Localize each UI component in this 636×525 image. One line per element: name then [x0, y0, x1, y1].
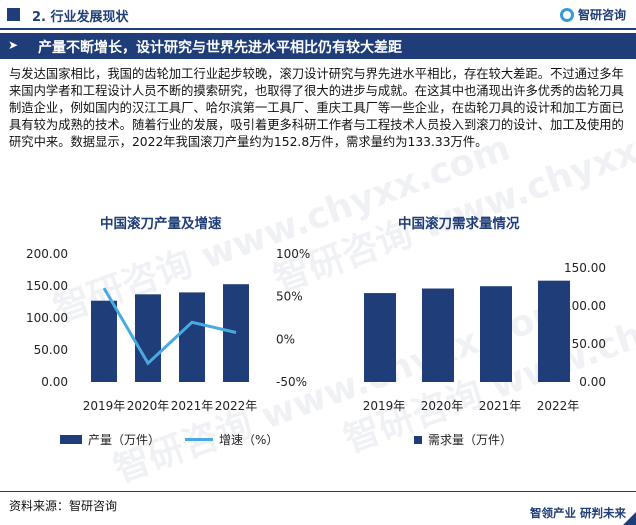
x-tick-label: 2019年	[83, 399, 126, 413]
brand-logo: 智研咨询	[559, 6, 626, 23]
x-tick-label: 2022年	[215, 399, 258, 413]
data-source: 资料来源：智研咨询	[9, 499, 118, 513]
arrow-icon: ➤	[8, 38, 19, 52]
y-right-tick-label: 100%	[276, 247, 310, 261]
section-marker-icon	[7, 8, 20, 21]
body-paragraph: 与发达国家相比，我国的齿轮加工行业起步较晚，滚刀设计研究与界先进水平相比，存在较…	[9, 67, 624, 149]
legend-swatch-square	[414, 435, 422, 444]
legend-swatch-line	[185, 438, 213, 441]
production-chart: 0.00 50.00 100.00 150.00 200.00 -50% 0% 50% 100%…	[26, 247, 310, 413]
headline-banner: ➤ 产量不断增长，设计研究与世界先进水平相比仍有较大差距	[0, 33, 636, 59]
demand-bar	[538, 280, 570, 382]
brand-name: 智研咨询	[577, 8, 626, 22]
x-tick-label: 2022年	[537, 399, 580, 413]
legend-swatch-bar	[60, 435, 82, 444]
demand-chart: 0.00 50.00 100.00 150.00 2019年 2020年 2021年 2022…	[363, 261, 606, 413]
y-tick-label: 100.00	[564, 299, 606, 313]
y-tick-label: 150.00	[564, 261, 606, 275]
footer-slogan: 智领产业 研判未来	[529, 506, 626, 520]
y-left-tick-label: 100.00	[26, 311, 68, 325]
production-bar	[135, 294, 161, 382]
section-title: 2. 行业发展现状	[32, 10, 129, 25]
production-bar	[179, 292, 205, 382]
demand-bar	[364, 293, 396, 382]
demand-bar	[480, 286, 512, 382]
legend-production: 产量（万件）	[60, 431, 160, 448]
footer-divider	[0, 491, 636, 492]
legend-label-demand: 需求量（万件）	[428, 433, 513, 447]
y-left-tick-label: 150.00	[26, 279, 68, 293]
x-tick-label: 2021年	[171, 399, 214, 413]
legend-label-production: 产量（万件）	[88, 433, 161, 447]
demand-bar	[422, 288, 454, 382]
chart-title-demand: 中国滚刀需求量情况	[398, 216, 520, 232]
x-tick-label: 2019年	[363, 399, 406, 413]
production-bar	[223, 284, 249, 382]
y-tick-label: 50.00	[572, 337, 606, 351]
y-left-tick-label: 50.00	[34, 343, 68, 357]
y-right-tick-label: -50%	[276, 375, 307, 389]
legend-demand: 需求量（万件）	[414, 431, 512, 448]
growth-rate-line	[102, 287, 237, 366]
y-right-tick-label: 50%	[276, 290, 303, 304]
y-right-tick-label: 0%	[276, 332, 295, 346]
chart-title-production: 中国滚刀产量及增速	[100, 216, 222, 232]
legend-growth: 增速（%）	[185, 431, 278, 448]
x-tick-label: 2020年	[421, 399, 464, 413]
headline-text: 产量不断增长，设计研究与世界先进水平相比仍有较大差距	[38, 40, 402, 56]
y-left-tick-label: 0.00	[41, 375, 68, 389]
x-tick-label: 2021年	[479, 399, 522, 413]
y-left-tick-label: 200.00	[26, 247, 68, 261]
production-bar	[91, 300, 117, 382]
top-header: 2. 行业发展现状 智研咨询	[0, 0, 636, 30]
legend-label-growth: 增速（%）	[219, 433, 279, 447]
y-tick-label: 0.00	[579, 375, 606, 389]
brand-logo-icon	[559, 7, 574, 22]
corner-decoration	[623, 512, 636, 525]
x-tick-label: 2020年	[127, 399, 170, 413]
